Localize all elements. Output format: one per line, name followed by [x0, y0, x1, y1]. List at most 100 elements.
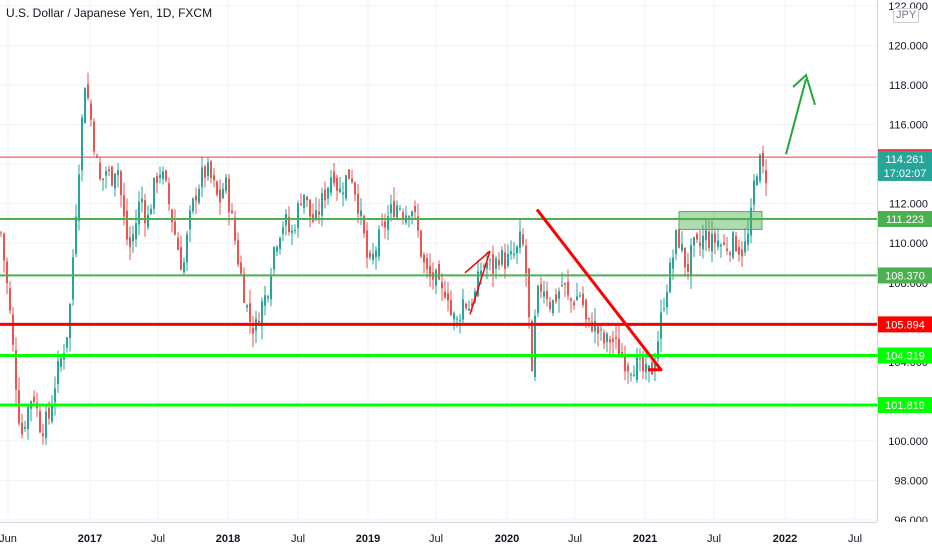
- candle-body: [81, 117, 83, 171]
- candle-body: [492, 254, 494, 274]
- candle-body: [498, 259, 500, 266]
- candle-body: [240, 262, 242, 274]
- candle-body: [171, 209, 173, 223]
- candle-body: [288, 216, 290, 233]
- candle-body: [534, 315, 536, 377]
- candle-body: [390, 204, 392, 214]
- x-tick-label: Jul: [429, 533, 443, 545]
- candle-body: [618, 338, 620, 358]
- candle-body: [234, 217, 236, 241]
- candle-body: [267, 296, 269, 299]
- candle-body: [336, 177, 338, 191]
- candle-body: [27, 406, 29, 430]
- price-tag-label: 105.894: [885, 319, 925, 331]
- candle-body: [333, 171, 335, 184]
- candle-body: [177, 237, 179, 250]
- candle-body: [195, 195, 197, 201]
- price-tag-label: 101.819: [885, 400, 925, 412]
- candle-body: [120, 171, 122, 196]
- price-candles: [0, 72, 767, 445]
- x-tick-label: Jun: [0, 533, 17, 545]
- candle-body: [249, 303, 251, 322]
- candle-body: [681, 244, 683, 251]
- chart-plot-area[interactable]: [0, 0, 877, 522]
- candle-body: [9, 288, 11, 311]
- candle-body: [753, 180, 755, 205]
- descending-trend-line: [535, 208, 663, 372]
- candle-body: [756, 176, 758, 186]
- candle-body: [294, 229, 296, 231]
- candle-body: [465, 303, 467, 309]
- price-tag-bg: [878, 396, 932, 413]
- candle-body: [93, 121, 95, 152]
- candle-body: [381, 223, 383, 225]
- candle-body: [144, 200, 146, 224]
- candle-body: [501, 250, 503, 265]
- candle-body: [378, 229, 380, 257]
- candle-body: [270, 274, 272, 300]
- candle-body: [174, 221, 176, 235]
- candle-body: [90, 103, 92, 120]
- candle-body: [159, 174, 161, 179]
- candle-body: [111, 166, 113, 186]
- candle-body: [42, 433, 44, 436]
- candle-body: [417, 216, 419, 231]
- candle-body: [525, 245, 527, 274]
- candle-body: [447, 293, 449, 301]
- rising-wedge-line: [464, 250, 491, 274]
- candle-body: [615, 337, 617, 339]
- candle-body: [762, 152, 764, 167]
- candle-body: [441, 282, 443, 289]
- candle-body: [627, 365, 629, 372]
- last-price-tag-bg: [878, 150, 932, 181]
- candle-body: [15, 350, 17, 390]
- candle-body: [306, 196, 308, 201]
- candle-body: [162, 171, 164, 179]
- candle-body: [315, 210, 317, 219]
- candle-body: [132, 234, 134, 242]
- candle-body: [462, 299, 464, 320]
- time-axis[interactable]: Jun 2017 Jul 2018 Jul 2019 Jul 2020 Jul 2021 Jul 20…: [0, 522, 877, 551]
- candle-body: [486, 262, 488, 269]
- candle-body: [87, 84, 89, 99]
- candle-body: [150, 208, 152, 215]
- candle-body: [633, 374, 635, 377]
- candle-body: [549, 301, 551, 309]
- candle-body: [312, 214, 314, 222]
- x-tick-label: 2022: [773, 533, 797, 545]
- price-axis-tags: 114.353111.223108.370105.894104.319101.8…: [878, 149, 932, 413]
- candle-body: [720, 244, 722, 247]
- candle-body: [210, 161, 212, 179]
- candle-body: [477, 271, 479, 297]
- support-zone-box: [678, 211, 763, 230]
- candle-body: [264, 295, 266, 306]
- candle-body: [504, 252, 506, 269]
- currency-badge[interactable]: JPY: [893, 8, 920, 23]
- candle-body: [561, 285, 563, 287]
- candle-body: [318, 211, 320, 215]
- candle-body: [606, 333, 608, 343]
- candle-body: [726, 248, 728, 251]
- candle-body: [363, 216, 365, 234]
- projection-arrow-shaft: [785, 78, 807, 155]
- candle-body: [576, 296, 578, 301]
- candle-body: [558, 291, 560, 299]
- candle-body: [759, 154, 761, 181]
- countdown-label: 17:02:07: [884, 168, 927, 180]
- candle-body: [672, 257, 674, 269]
- candle-body: [732, 232, 734, 258]
- y-tick-label: 116.000: [889, 120, 928, 132]
- candle-body: [594, 321, 596, 332]
- y-tick-label: 112.000: [889, 199, 928, 211]
- chart-drawings: [464, 73, 816, 372]
- candle-body: [222, 188, 224, 199]
- candle-body: [714, 233, 716, 243]
- price-axis[interactable]: 122.000120.000118.000116.000114.000112.0…: [877, 0, 932, 522]
- candle-body: [573, 302, 575, 306]
- candle-body: [642, 354, 644, 371]
- candle-body: [198, 188, 200, 203]
- candle-body: [180, 247, 182, 270]
- candle-body: [540, 284, 542, 292]
- candle-body: [630, 374, 632, 376]
- candle-body: [339, 188, 341, 193]
